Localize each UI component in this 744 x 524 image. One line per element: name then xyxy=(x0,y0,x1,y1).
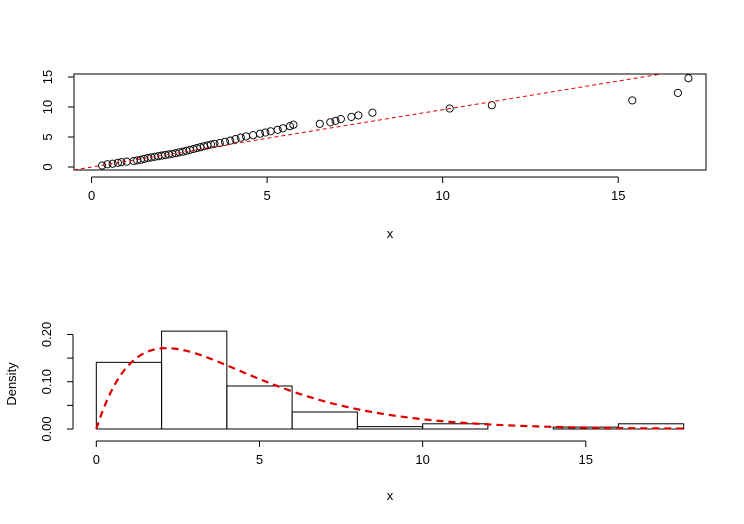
qq-point xyxy=(215,138,224,148)
qq-point xyxy=(226,136,235,145)
qq-point xyxy=(347,112,356,121)
qq-x-tick-label: 10 xyxy=(435,188,449,203)
qq-y-tick-label: 15 xyxy=(40,70,55,84)
qq-point xyxy=(487,101,496,110)
qq-point xyxy=(289,120,298,129)
qq-points xyxy=(98,74,693,170)
histogram-y-tick-label: 0.10 xyxy=(39,369,54,394)
histogram-x-tick-label: 5 xyxy=(256,452,263,467)
qq-point xyxy=(684,74,693,83)
histogram-x-tick-label: 10 xyxy=(415,452,429,467)
histogram-y-tick-label: 0.00 xyxy=(39,416,54,441)
histogram-bar xyxy=(356,426,424,430)
qq-point xyxy=(673,88,682,97)
histogram-bar xyxy=(95,361,163,430)
qq-x-axis: 0 5 10 15 xyxy=(88,176,625,203)
histogram-bar xyxy=(161,330,228,430)
qq-point xyxy=(113,158,122,167)
qq-y-tick-label: 0 xyxy=(40,163,55,170)
histogram-y-axis-label: Density xyxy=(4,362,19,406)
qq-point xyxy=(231,135,240,144)
histogram-bar xyxy=(291,411,358,430)
qq-point xyxy=(117,158,126,167)
qq-y-tick-label: 5 xyxy=(40,133,55,140)
qq-point xyxy=(241,132,251,141)
histogram-x-axis: 0 5 10 15 xyxy=(93,440,593,467)
qq-point xyxy=(278,124,287,133)
qq-x-axis-label: x xyxy=(387,226,394,241)
qq-point xyxy=(326,118,335,127)
qq-point xyxy=(285,122,294,131)
histogram-panel: 0 5 10 15 0.00 0.10 0.20 x Density xyxy=(4,322,685,503)
qq-x-tick-label: 0 xyxy=(88,188,95,203)
histogram-bar xyxy=(422,423,489,430)
qq-x-tick-label: 15 xyxy=(611,188,625,203)
qq-point xyxy=(368,108,377,117)
qq-reference-line xyxy=(74,74,665,170)
qq-panel: 0 5 10 15 0 5 10 15 x xyxy=(40,70,707,241)
qq-y-axis: 0 5 10 15 xyxy=(40,70,75,171)
qq-point xyxy=(266,127,275,136)
density-curve-group xyxy=(95,347,684,430)
qq-reference-line-group xyxy=(74,74,665,170)
histogram-bar xyxy=(226,385,293,430)
qq-y-tick-label: 10 xyxy=(40,100,55,114)
qq-point xyxy=(206,140,215,149)
qq-point xyxy=(331,116,340,125)
histogram-x-tick-label: 15 xyxy=(579,452,593,467)
density-curve xyxy=(95,347,684,430)
histogram-x-axis-label: x xyxy=(387,488,394,503)
histogram-y-tick-label: 0.20 xyxy=(39,322,54,347)
qq-point xyxy=(249,131,258,140)
qq-point xyxy=(354,111,363,120)
qq-point xyxy=(273,125,282,134)
histogram-x-tick-label: 0 xyxy=(93,452,100,467)
qq-point xyxy=(315,119,324,128)
qq-point xyxy=(220,137,230,146)
qq-point xyxy=(210,139,219,148)
qq-point xyxy=(445,104,454,113)
qq-x-tick-label: 5 xyxy=(263,188,270,203)
histogram-bar xyxy=(617,423,685,430)
qq-point xyxy=(628,96,637,105)
qq-point xyxy=(336,114,345,124)
qq-point xyxy=(256,129,265,138)
histogram-y-axis: 0.00 0.10 0.20 xyxy=(39,322,74,442)
qq-point xyxy=(261,128,270,137)
qq-point xyxy=(236,133,245,142)
